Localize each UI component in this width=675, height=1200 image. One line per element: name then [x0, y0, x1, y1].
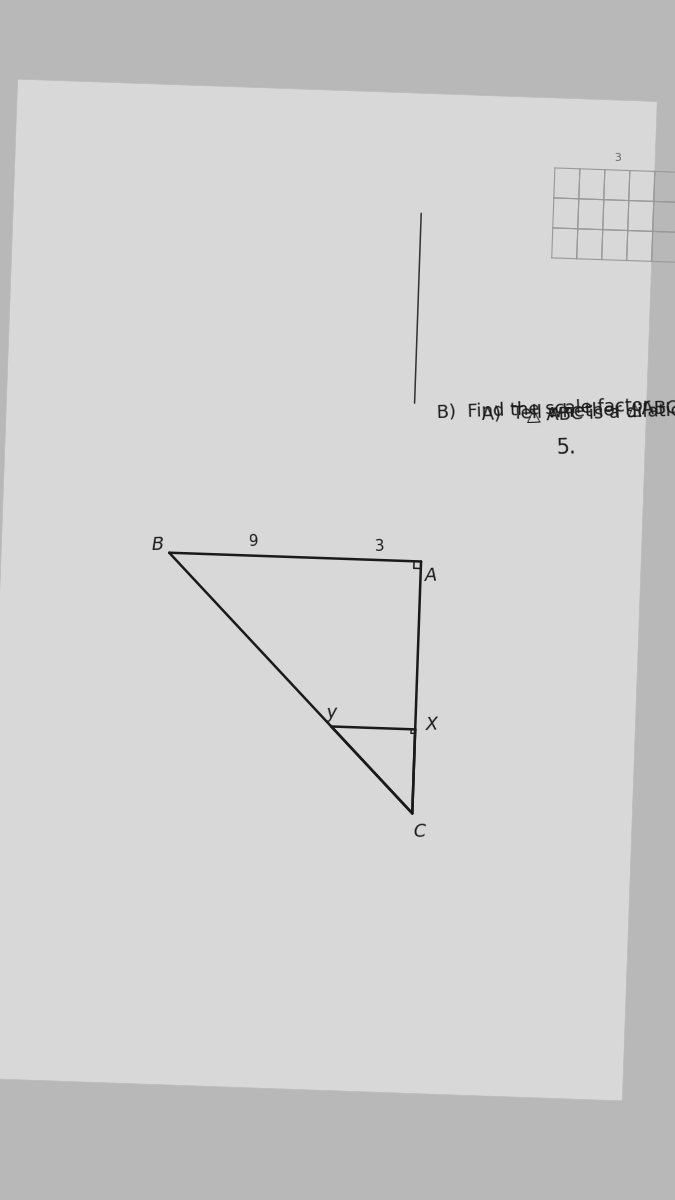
Text: X: X — [425, 715, 438, 734]
Text: △ ABC is a dilation of (△ XYC).  The labeled point C is the center of dilation.: △ ABC is a dilation of (△ XYC). The labe… — [526, 384, 675, 425]
Text: 3: 3 — [375, 539, 385, 553]
Text: B)  Find the scale factor.: B) Find the scale factor. — [437, 396, 655, 422]
Text: A)  Tell whether △ABC is an enlargement or a reduction of △XYC: A) Tell whether △ABC is an enlargement o… — [481, 385, 675, 424]
Text: A: A — [424, 566, 437, 586]
Text: 9: 9 — [248, 534, 259, 550]
Text: C: C — [413, 822, 426, 841]
Text: 5.: 5. — [556, 438, 576, 458]
Text: y: y — [326, 703, 338, 721]
Text: 3: 3 — [614, 154, 622, 163]
Text: B: B — [151, 535, 164, 553]
Polygon shape — [0, 79, 657, 1100]
